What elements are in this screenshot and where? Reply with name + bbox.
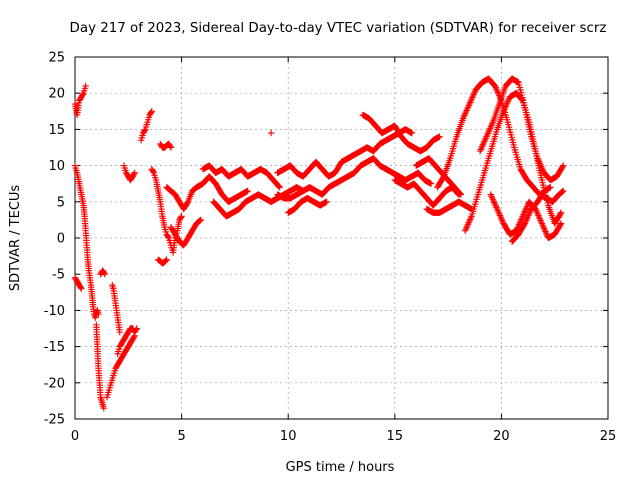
x-axis-label: GPS time / hours	[286, 460, 395, 475]
data-point	[408, 129, 416, 137]
data-point	[456, 190, 464, 197]
data-point	[133, 325, 141, 332]
data-point	[149, 168, 157, 175]
data-point	[131, 169, 138, 177]
y-tick-label: -10	[44, 304, 65, 319]
data-point	[167, 144, 175, 151]
data-point	[147, 109, 155, 116]
data-point	[276, 184, 283, 191]
data-point	[148, 108, 155, 115]
data-point	[164, 233, 172, 240]
y-axis-label: SDTVAR / TECUs	[8, 185, 23, 292]
data-point	[547, 184, 554, 191]
data-point	[178, 213, 185, 220]
data-point	[196, 217, 203, 225]
data-point	[439, 174, 447, 181]
y-tick-label: 15	[48, 123, 65, 138]
data-point	[457, 191, 465, 198]
data-point	[79, 91, 87, 98]
data-point	[100, 404, 107, 412]
data-point	[77, 284, 84, 291]
axis-ticks: 0 5 10 15 20 25 25 20 15 10 5 0 -5 -10 -15 -20 -25	[44, 51, 617, 445]
data-point	[184, 199, 191, 207]
data-point	[557, 220, 565, 227]
x-tick-label: 20	[493, 429, 510, 444]
y-tick-label: 20	[48, 87, 65, 102]
data-point	[78, 285, 85, 292]
data-point	[244, 187, 251, 195]
y-tick-label: 25	[48, 51, 65, 66]
data-point	[130, 170, 138, 178]
data-point	[197, 216, 204, 224]
y-tick-label: 5	[57, 195, 65, 210]
x-tick-label: 0	[71, 429, 79, 444]
data-point	[100, 269, 108, 277]
data-point	[560, 162, 567, 169]
data-point	[323, 198, 330, 205]
data-point	[95, 310, 102, 318]
x-tick-label: 5	[177, 429, 185, 444]
data-point	[557, 209, 565, 216]
data-point	[427, 180, 435, 187]
data-point	[559, 163, 566, 171]
chart-title: Day 217 of 2023, Sidereal Day-to-day VTE…	[70, 21, 607, 36]
data-point	[82, 82, 89, 90]
data-points	[71, 75, 567, 412]
data-point	[167, 143, 174, 150]
y-tick-label: -20	[44, 376, 65, 391]
data-point	[177, 214, 185, 221]
data-point	[116, 328, 123, 336]
data-point	[558, 188, 566, 196]
y-tick-label: 0	[57, 232, 65, 247]
data-point	[101, 271, 109, 278]
data-point	[559, 188, 566, 195]
data-point	[162, 257, 169, 265]
x-tick-label: 15	[387, 429, 404, 444]
data-point	[520, 221, 528, 228]
y-tick-label: -15	[44, 340, 65, 355]
data-point	[560, 187, 567, 195]
data-point	[275, 183, 283, 190]
data-point	[130, 333, 138, 341]
data-point	[132, 326, 140, 333]
data-point	[436, 133, 443, 140]
data-point	[162, 257, 170, 264]
data-point	[557, 210, 564, 218]
y-tick-label: -25	[44, 413, 65, 428]
data-point	[557, 221, 564, 228]
data-point	[163, 256, 170, 263]
x-tick-label: 10	[280, 429, 297, 444]
data-point	[196, 217, 204, 224]
x-tick-label: 25	[600, 429, 617, 444]
data-point	[141, 127, 148, 134]
y-tick-label: -5	[52, 268, 65, 283]
y-tick-label: 10	[48, 159, 65, 174]
data-point	[267, 129, 275, 137]
